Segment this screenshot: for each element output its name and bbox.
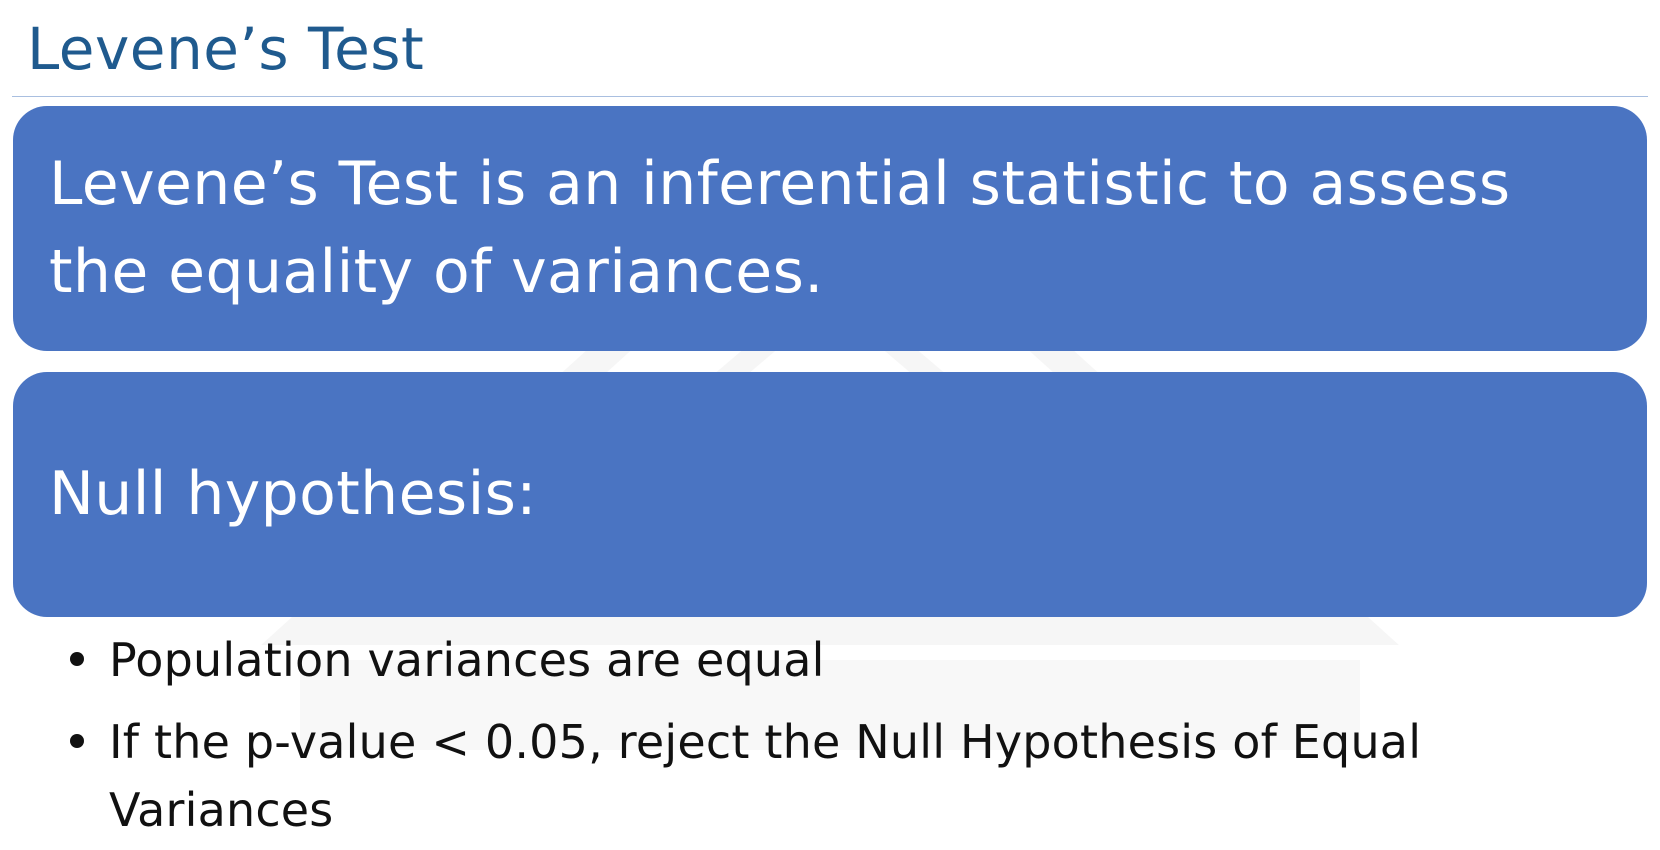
null-hypothesis-heading: Null hypothesis:	[49, 459, 537, 529]
bullet-dot-icon	[70, 652, 84, 666]
bullet-text: If the p-value < 0.05, reject the Null H…	[109, 715, 1422, 837]
bullet-dot-icon	[70, 734, 84, 748]
definition-text: Levene’s Test is an inferential statisti…	[49, 149, 1511, 307]
list-item: Population variances are equal	[64, 626, 1624, 694]
definition-box: Levene’s Test is an inferential statisti…	[13, 106, 1647, 351]
null-hypothesis-box: Null hypothesis:	[13, 372, 1647, 617]
bullet-list: Population variances are equal If the p-…	[64, 626, 1624, 844]
title-divider	[12, 96, 1648, 97]
list-item: If the p-value < 0.05, reject the Null H…	[64, 708, 1624, 844]
bullet-text: Population variances are equal	[109, 633, 825, 687]
page-title: Levene’s Test	[27, 15, 425, 83]
